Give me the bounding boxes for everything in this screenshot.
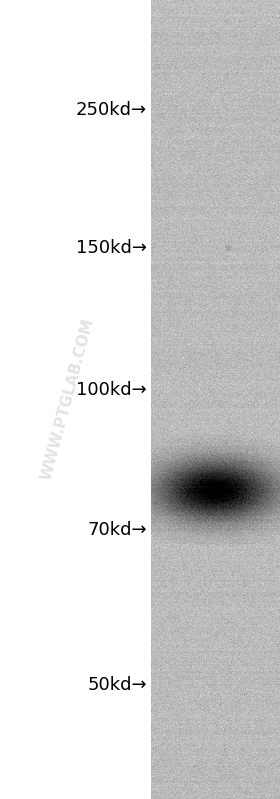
- Text: 50kd→: 50kd→: [87, 676, 147, 694]
- Text: 70kd→: 70kd→: [87, 521, 147, 539]
- Text: 150kd→: 150kd→: [76, 239, 147, 257]
- Text: WWW.PTGLAB.COM: WWW.PTGLAB.COM: [39, 317, 97, 482]
- Text: 250kd→: 250kd→: [76, 101, 147, 119]
- Text: 100kd→: 100kd→: [76, 381, 147, 399]
